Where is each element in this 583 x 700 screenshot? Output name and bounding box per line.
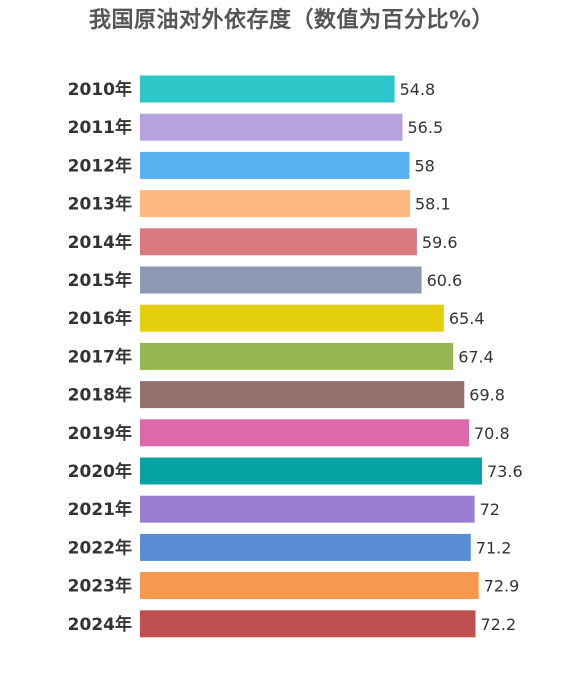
bar-2015年	[140, 266, 422, 294]
category-label: 2020年	[68, 461, 132, 482]
category-label: 2015年	[68, 270, 132, 291]
category-label: 2011年	[68, 117, 132, 138]
value-label: 72	[480, 500, 500, 519]
category-label: 2019年	[68, 423, 132, 444]
category-label: 2018年	[68, 385, 132, 406]
category-label: 2024年	[68, 614, 132, 635]
bar-2023年	[140, 572, 479, 600]
category-label: 2023年	[68, 576, 132, 597]
value-label: 72.2	[481, 615, 517, 634]
value-label: 65.4	[449, 309, 485, 328]
value-label: 72.9	[484, 577, 520, 596]
value-label: 60.6	[427, 271, 463, 290]
category-label: 2016年	[68, 308, 132, 329]
bar-2010年	[140, 75, 395, 103]
bar-2014年	[140, 228, 417, 256]
value-label: 56.5	[408, 118, 444, 137]
bar-2016年	[140, 304, 444, 332]
category-label: 2017年	[68, 346, 132, 367]
value-label: 67.4	[458, 347, 494, 366]
bar-2020年	[140, 457, 482, 485]
category-label: 2021年	[68, 499, 132, 520]
value-label: 70.8	[474, 424, 510, 443]
bar-2018年	[140, 381, 465, 409]
bar-2017年	[140, 342, 454, 370]
value-label: 73.6	[487, 462, 523, 481]
value-label: 54.8	[400, 80, 436, 99]
category-label: 2022年	[68, 537, 132, 558]
category-label: 2012年	[68, 155, 132, 176]
bar-2012年	[140, 151, 410, 179]
value-label: 69.8	[469, 386, 505, 405]
bar-2021年	[140, 495, 475, 523]
bar-2022年	[140, 533, 471, 561]
value-label: 58.1	[415, 195, 451, 214]
value-label: 71.2	[476, 538, 512, 557]
value-label: 59.6	[422, 233, 458, 252]
bar-2019年	[140, 419, 469, 447]
bar-2013年	[140, 190, 410, 218]
category-label: 2013年	[68, 194, 132, 215]
chart-title: 我国原油对外依存度（数值为百分比%）	[88, 8, 495, 33]
bar-2011年	[140, 113, 403, 141]
category-label: 2010年	[68, 79, 132, 100]
category-label: 2014年	[68, 232, 132, 253]
value-label: 58	[415, 156, 435, 175]
bar-2024年	[140, 610, 476, 638]
